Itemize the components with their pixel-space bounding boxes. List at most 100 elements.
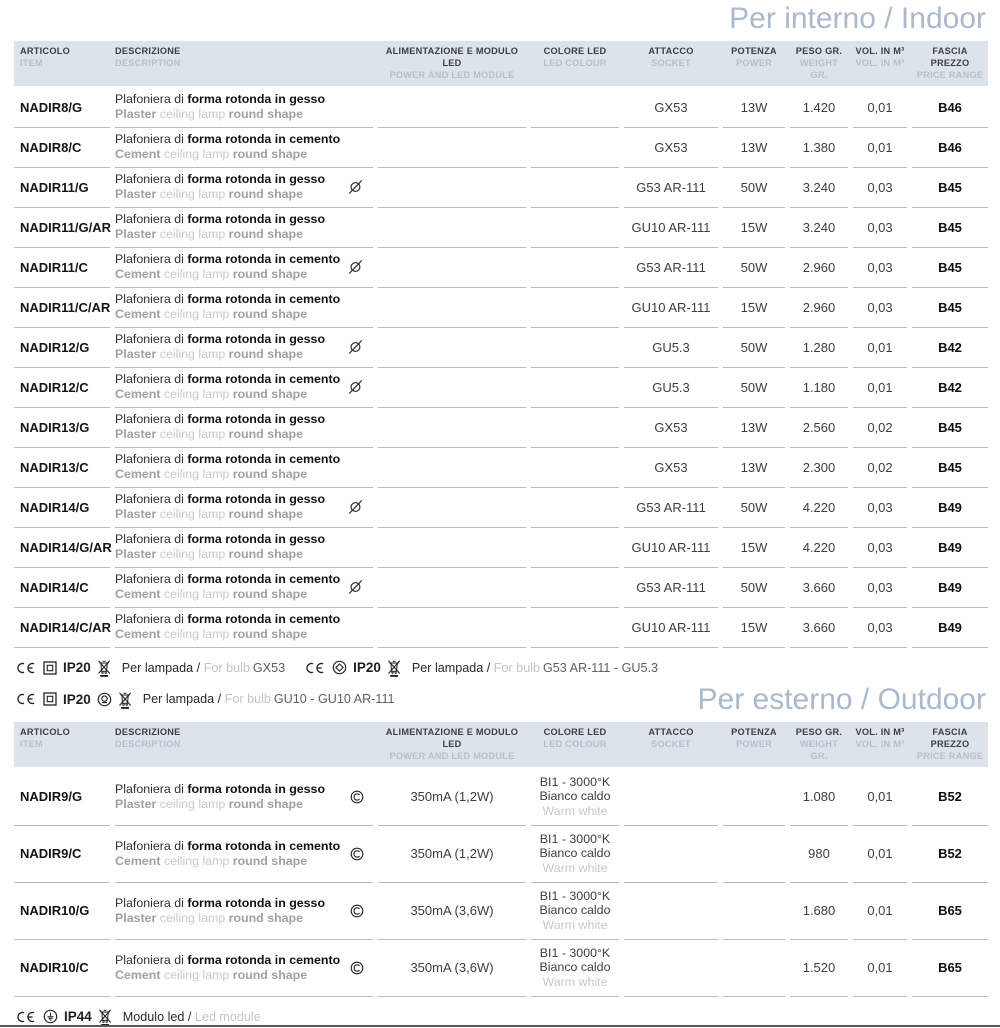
price-range-value: B65 [938,960,962,976]
socket-value: GX53 [654,419,688,435]
description-italian: Plafoniera di forma rotonda in cemento [115,952,341,967]
article-code: NADIR14/C [20,579,89,595]
weee-icon [97,658,111,678]
column-header-attacco: ATTACCO SOCKET [648,46,694,68]
outdoor-table-header: ARTICOLO ITEM DESCRIZIONE DESCRIPTION ALIMEN… [14,721,988,767]
ip-rating: IP20 [353,660,381,676]
weight-value: 3.660 [802,579,836,595]
table-row: NADIR14/G/AR Plafoniera di forma rotonda … [14,528,988,568]
description-cell: Plafoniera di forma rotonda in cemento Ce… [115,248,373,288]
article-code: NADIR10/G [20,903,90,919]
power-module-value: 350mA (1,2W) [410,789,494,805]
description-english: Cement ceiling lamp round shape [115,967,308,982]
article-code: NADIR12/G [20,339,90,355]
price-range-value: B45 [938,259,962,275]
outdoor-section-title: Per esterno / Outdoor [697,682,987,716]
volume-value: 0,02 [867,419,893,435]
description-english: Plaster ceiling lamp round shape [115,427,304,442]
description-italian: Plafoniera di forma rotonda in gesso [115,92,326,107]
power-value: 50W [740,499,768,515]
table-row: NADIR13/G Plafoniera di forma rotonda in … [14,408,988,448]
ce-icon [16,692,37,706]
description-english: Cement ceiling lamp round shape [115,267,308,282]
description-cell: Plafoniera di forma rotonda in cemento Ce… [115,128,373,168]
indoor-certifications-row2: IP20 Per lampada / For bulb GU10 - GU10 AR… [16,688,395,710]
socket-value: GU10 AR-111 [631,219,711,235]
power-value: 50W [740,339,768,355]
description-italian: Plafoniera di forma rotonda in gesso [115,412,326,427]
weight-value: 3.240 [802,179,836,195]
table-row: NADIR13/C Plafoniera di forma rotonda in … [14,448,988,488]
socket-value: G53 AR-111 [636,499,706,515]
ce-icon [16,661,37,675]
description-italian: Plafoniera di forma rotonda in cemento [115,612,341,627]
description-cell: Plafoniera di forma rotonda in cemento Ce… [115,568,373,608]
description-english: Cement ceiling lamp round shape [115,587,308,602]
table-row: NADIR9/C Plafoniera di forma rotonda in c… [14,826,988,883]
article-code: NADIR8/G [20,99,83,115]
description-cell: Plafoniera di forma rotonda in cemento Ce… [115,368,373,408]
outdoor-title-row: IP20 Per lampada / For bulb GU10 - GU10 AR… [14,683,988,716]
price-range-value: B65 [938,903,962,919]
article-code: NADIR11/G [20,179,89,195]
price-range-value: B49 [938,579,962,595]
weight-value: 1.280 [802,339,836,355]
description-english: Cement ceiling lamp round shape [115,387,308,402]
article-code: NADIR9/C [20,846,82,862]
weight-value: 2.560 [802,419,836,435]
article-code: NADIR13/C [20,459,89,475]
ip-rating: IP20 [63,660,91,676]
description-english: Cement ceiling lamp round shape [115,853,308,868]
price-range-value: B46 [938,139,962,155]
description-english: Plaster ceiling lamp round shape [115,910,304,925]
ce-icon [305,661,326,675]
column-header-alimentazione: ALIMENTAZIONE E MODULO LED POWER AND LED … [385,726,519,761]
volume-value: 0,01 [867,339,893,355]
column-header-articolo: ARTICOLO ITEM [20,726,70,749]
volume-value: 0,01 [867,139,893,155]
article-code: NADIR12/C [20,379,89,395]
description-english: Plaster ceiling lamp round shape [115,347,304,362]
power-value: 13W [740,419,768,435]
column-header-fascia-prezzo: FASCIA PREZZO PRICE RANGE [916,46,984,80]
column-header-potenza: POTENZA POWER [731,726,777,749]
ip-rating: IP20 [63,691,91,707]
weee-icon [387,658,401,678]
article-code: NADIR14/C/AR [20,619,112,635]
description-italian: Plafoniera di forma rotonda in gesso [115,532,326,547]
led-colour-italian: Bianco caldo [539,846,611,861]
price-range-value: B45 [938,419,962,435]
note-text: Per lampada / For bulb GX53 [121,660,286,675]
socket-value: G53 AR-111 [636,579,706,595]
led-colour-code: BI1 - 3000°K [539,774,611,789]
volume-value: 0,01 [867,903,893,919]
volume-value: 0,03 [867,259,893,275]
description-english: Plaster ceiling lamp round shape [115,796,304,811]
description-cell: Plafoniera di forma rotonda in gesso Plas… [115,168,373,208]
table-row: NADIR11/G/AR Plafoniera di forma rotonda … [14,208,988,248]
volume-value: 0,03 [867,539,893,555]
description-english: Plaster ceiling lamp round shape [115,507,304,522]
dimmable-icon [347,179,364,195]
note-text: Per lampada / For bulb GU10 - GU10 AR-111 [142,692,395,707]
outdoor-table: NADIR9/G Plafoniera di forma rotonda in g… [14,769,988,997]
power-value: 50W [740,379,768,395]
price-range-value: B49 [938,619,962,635]
volume-value: 0,03 [867,579,893,595]
description-italian: Plafoniera di forma rotonda in gesso [115,895,326,910]
power-module-value: 350mA (3,6W) [410,960,494,976]
price-range-value: B45 [938,459,962,475]
table-row: NADIR8/G Plafoniera di forma rotonda in g… [14,88,988,128]
indoor-certifications-row1: IP20 Per lampada / For bulb GX53 IP20 Per la… [16,657,988,679]
socket-value: GU10 AR-111 [631,539,711,555]
column-header-vol: VOL. IN M³ VOL. IN M³ [855,726,905,749]
ip-rating: IP44 [64,1009,92,1025]
weee-icon [118,690,132,709]
indoor-table: NADIR8/G Plafoniera di forma rotonda in g… [14,88,988,648]
description-cell: Plafoniera di forma rotonda in gesso Plas… [115,769,373,826]
description-italian: Plafoniera di forma rotonda in gesso [115,212,326,227]
description-italian: Plafoniera di forma rotonda in cemento [115,252,341,267]
circled-c-icon [350,961,364,975]
column-header-peso: PESO GR. WEIGHT GR. [795,726,843,761]
socket-value: GU10 AR-111 [631,299,711,315]
